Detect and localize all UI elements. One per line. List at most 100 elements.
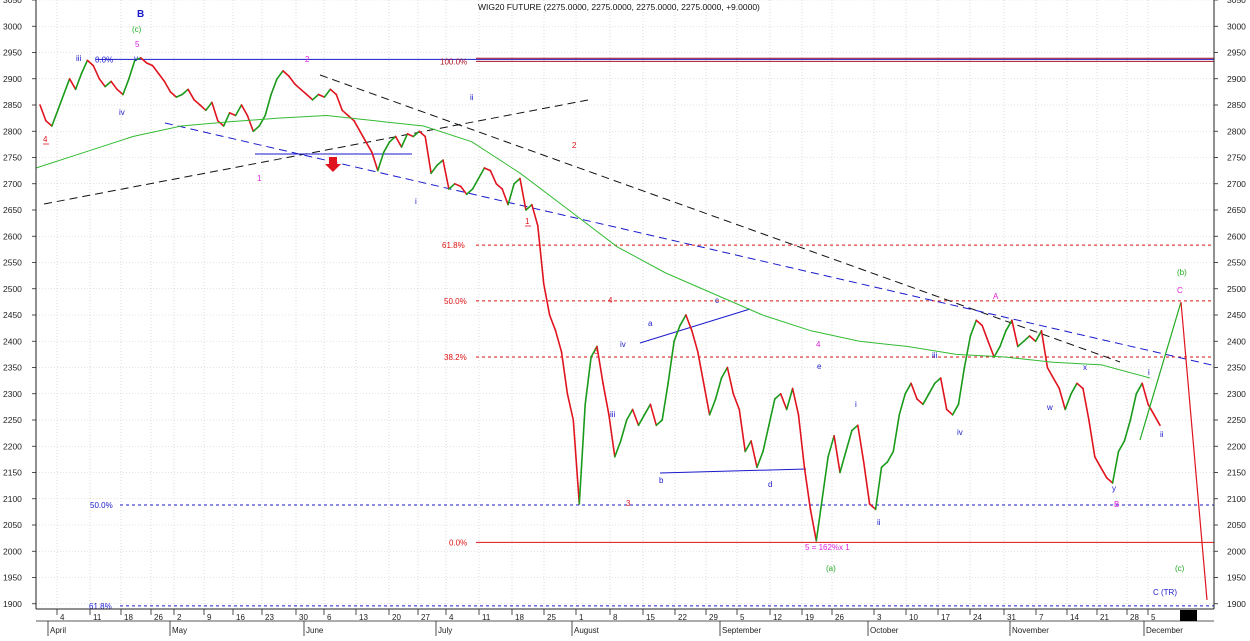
y-tick-label-right: 2000 <box>1227 546 1246 556</box>
current-bar-marker <box>1180 610 1197 621</box>
price-segment <box>234 104 243 117</box>
y-tick-label-right: 2650 <box>1227 205 1246 215</box>
price-segment <box>51 109 59 127</box>
wave-label: d <box>768 480 772 489</box>
price-segment <box>584 356 592 406</box>
fib-level-label: 61.8% <box>442 241 465 250</box>
price-segment <box>643 403 652 416</box>
y-tick-label-right: 2050 <box>1227 520 1246 530</box>
y-tick-label-right: 2450 <box>1227 310 1246 320</box>
price-segment <box>886 450 895 463</box>
price-segment <box>151 64 160 75</box>
price-segment <box>1058 387 1066 411</box>
y-tick-label-left: 2100 <box>3 494 22 504</box>
price-segment <box>489 169 498 185</box>
price-segment <box>726 366 735 395</box>
price-segment <box>933 377 942 385</box>
y-tick-label-right: 2500 <box>1227 284 1246 294</box>
price-segment <box>815 497 824 542</box>
x-tick-label: 20 <box>392 613 401 622</box>
y-tick-label-right: 2700 <box>1227 179 1246 189</box>
y-tick-label-left: 2400 <box>3 336 22 346</box>
price-segment <box>619 419 628 442</box>
month-label: May <box>172 626 187 635</box>
price-segment <box>1135 382 1143 395</box>
wave-label: ii <box>877 518 881 527</box>
price-segment <box>376 151 385 172</box>
price-segment <box>702 382 711 416</box>
y-tick-label-left: 2250 <box>3 415 22 425</box>
y-tick-label-left: 2700 <box>3 179 22 189</box>
y-tick-label-right: 2400 <box>1227 336 1246 346</box>
x-tick-label: 18 <box>124 613 133 622</box>
price-segment <box>501 188 509 206</box>
wave-label: 5 = 162%x 1 <box>805 543 850 552</box>
wave-label: a <box>648 319 653 328</box>
y-tick-label-right: 2100 <box>1227 494 1246 504</box>
y-tick-label-right: 2150 <box>1227 468 1246 478</box>
price-segment <box>430 164 438 175</box>
price-segment <box>62 78 71 96</box>
y-tick-label-right: 1900 <box>1227 599 1246 609</box>
price-segment <box>353 120 361 133</box>
wave-label: 1 <box>257 174 262 183</box>
price-segment <box>1117 440 1126 453</box>
price-segment <box>578 403 587 505</box>
price-segment <box>714 377 723 400</box>
price-segment <box>756 450 764 469</box>
fib-level-label: 50.0% <box>90 501 113 510</box>
fibonacci-levels: 0.0% 100.0% 61.8% 50.0% 38.2% 50.0% 0.0% 61.8% <box>89 55 1214 611</box>
y-tick-label-right: 2350 <box>1227 363 1246 373</box>
price-segment <box>560 350 569 395</box>
price-segment <box>987 340 995 358</box>
price-segment <box>827 434 835 458</box>
price-segment <box>157 72 166 83</box>
price-segment <box>495 183 504 190</box>
price-segment <box>128 59 136 80</box>
price-segment <box>1147 403 1155 416</box>
y-tick-label-left: 2550 <box>3 258 22 268</box>
price-segment <box>477 167 486 180</box>
price-segment <box>471 177 480 190</box>
price-segment <box>365 141 373 154</box>
price-segment <box>299 88 308 96</box>
price-segment <box>856 424 865 463</box>
price-segment <box>293 83 302 91</box>
price-segment <box>122 78 130 96</box>
wave-label: B <box>137 9 144 20</box>
x-tick-label: 29 <box>709 613 718 622</box>
price-segment <box>797 413 806 469</box>
price-segment <box>1022 335 1031 343</box>
y-tick-label-right: 2850 <box>1227 100 1246 110</box>
price-segment <box>821 455 829 500</box>
price-segment <box>762 424 770 453</box>
price-segment <box>270 78 278 96</box>
price-segment <box>222 112 231 127</box>
price-segment <box>531 203 539 227</box>
wave-label: c <box>715 296 719 305</box>
price-segment <box>750 440 758 469</box>
price-segment <box>145 62 154 67</box>
fib-level-label: 50.0% <box>444 297 467 306</box>
fib-level-label: 0.0% <box>449 538 467 547</box>
price-segment <box>359 130 367 143</box>
x-tick-label: 27 <box>421 613 430 622</box>
price-segment <box>276 70 284 80</box>
x-tick-label: 4 <box>449 613 454 622</box>
price-segment <box>1153 413 1161 427</box>
y-tick-label-left: 2150 <box>3 468 22 478</box>
down-arrow-icon <box>325 157 341 172</box>
price-segment <box>916 398 924 406</box>
month-label: April <box>50 626 66 635</box>
price-segment <box>1052 377 1061 390</box>
y-tick-label-left: 2000 <box>3 546 22 556</box>
price-segment <box>1005 319 1013 332</box>
price-segment <box>839 450 847 474</box>
price-segment <box>1070 382 1078 395</box>
projection-up-line <box>1139 301 1182 441</box>
price-segment <box>45 120 53 127</box>
price-segment <box>738 408 747 453</box>
trendline <box>164 122 1217 367</box>
wave-label: C (TR) <box>1153 588 1177 597</box>
price-segment <box>205 101 213 112</box>
